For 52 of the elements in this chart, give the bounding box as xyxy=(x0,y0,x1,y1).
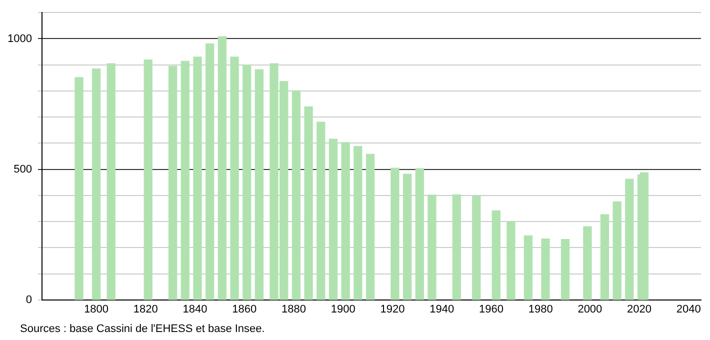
bar xyxy=(304,106,313,300)
x-tick-label: 2040 xyxy=(676,304,701,316)
bar xyxy=(180,60,190,300)
source-note: Sources : base Cassini de l'EHESS et base Insee. xyxy=(20,323,265,335)
bar xyxy=(492,210,500,300)
x-tick-label: 1840 xyxy=(182,304,208,316)
y-tick-label: 500 xyxy=(14,163,32,176)
bar xyxy=(560,239,570,300)
bar xyxy=(193,56,202,300)
x-tick-label: 2020 xyxy=(627,304,652,316)
bar xyxy=(354,146,362,300)
bar xyxy=(524,235,533,300)
bar xyxy=(583,226,592,300)
bar xyxy=(292,90,301,300)
bar xyxy=(242,64,252,300)
bar xyxy=(92,68,101,300)
bar xyxy=(366,154,375,300)
x-tick-label: 1940 xyxy=(430,304,454,316)
bar xyxy=(230,56,239,300)
bar xyxy=(506,221,516,300)
bar xyxy=(328,138,338,300)
bar xyxy=(341,142,350,300)
bar xyxy=(612,201,622,300)
bar xyxy=(541,238,550,300)
bar xyxy=(144,60,152,300)
bar xyxy=(452,194,461,300)
bar xyxy=(600,214,610,300)
x-tick-label: 1820 xyxy=(133,304,158,316)
x-tick-label: 1860 xyxy=(232,304,257,316)
bar xyxy=(640,172,649,300)
bar xyxy=(218,36,227,300)
bar xyxy=(168,66,178,300)
x-tick-label: 1980 xyxy=(528,304,553,316)
bar xyxy=(390,168,400,300)
bar xyxy=(106,63,116,300)
x-tick-label: 1800 xyxy=(84,304,109,316)
bar xyxy=(428,194,436,300)
x-tick-label: 2000 xyxy=(578,304,602,316)
x-tick-label: 1960 xyxy=(478,304,504,316)
x-tick-label: 1920 xyxy=(380,304,405,316)
bar xyxy=(625,178,634,300)
bar xyxy=(316,122,326,300)
bar xyxy=(74,77,84,300)
y-tick-label: 0 xyxy=(26,294,32,306)
x-tick-label: 1900 xyxy=(330,304,356,316)
bar xyxy=(254,69,264,300)
bar xyxy=(402,174,412,300)
y-tick-label: 1000 xyxy=(8,32,32,45)
bar xyxy=(415,168,424,300)
bar xyxy=(472,196,481,300)
x-tick-label: 1880 xyxy=(282,304,306,316)
bar xyxy=(206,43,214,300)
